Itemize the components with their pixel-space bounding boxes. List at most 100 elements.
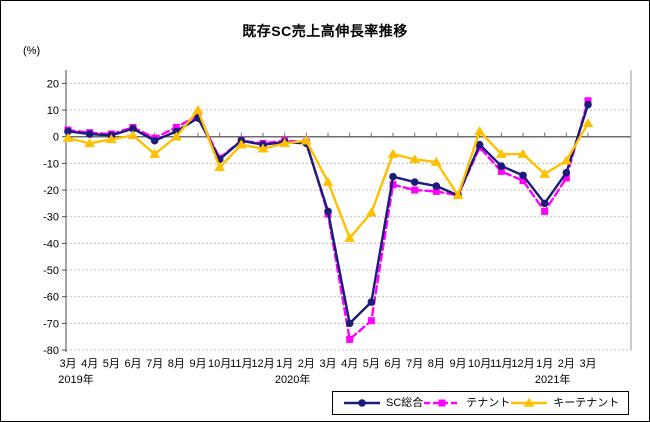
x-tick-label: 11月 xyxy=(230,358,252,370)
x-tick-label: 4月 xyxy=(81,358,98,370)
square-marker xyxy=(432,187,440,195)
y-tick-label: -10 xyxy=(43,158,59,170)
triangle-marker xyxy=(322,176,334,186)
triangle-marker xyxy=(84,138,96,148)
x-tick-label: 9月 xyxy=(449,358,466,370)
square-marker xyxy=(541,207,549,215)
square-marker xyxy=(172,123,180,131)
x-tick-label: 8月 xyxy=(168,358,185,370)
chart-title: 既存SC売上高伸長率推移 xyxy=(242,23,408,39)
circle-marker xyxy=(358,399,366,407)
x-tick-label: 4月 xyxy=(341,358,358,370)
legend-item-tenant: テナント xyxy=(423,397,510,409)
legend-label-key-tenant: キーテナント xyxy=(553,396,620,409)
circle-marker xyxy=(64,127,72,136)
square-marker xyxy=(584,97,592,105)
y-tick-label: -70 xyxy=(43,318,59,330)
y-tick-label: -30 xyxy=(43,212,59,224)
circle-marker xyxy=(410,178,419,186)
x-tick-label: 7月 xyxy=(146,358,163,370)
triangle-marker xyxy=(523,397,535,407)
x-year-label: 2020年 xyxy=(275,372,310,386)
x-tick-label: 6月 xyxy=(124,358,141,370)
triangle-marker xyxy=(344,232,356,242)
x-tick-label: 2月 xyxy=(298,358,315,370)
circle-marker xyxy=(150,136,159,145)
triangle-marker xyxy=(62,132,74,142)
square-marker xyxy=(562,174,570,182)
x-tick-label: 3月 xyxy=(579,358,596,370)
circle-marker xyxy=(497,162,506,170)
square-marker xyxy=(389,181,397,189)
x-tick-label: 5月 xyxy=(363,358,380,370)
square-marker xyxy=(346,335,354,343)
circle-marker xyxy=(367,298,376,306)
x-tick-label: 3月 xyxy=(59,358,76,370)
y-tick-label: -50 xyxy=(43,265,59,277)
triangle-marker xyxy=(409,154,421,164)
triangle-marker xyxy=(257,143,269,153)
triangle-marker xyxy=(170,131,182,141)
triangle-marker xyxy=(149,148,161,158)
triangle-marker xyxy=(105,134,117,144)
x-year-label: 2021年 xyxy=(535,372,570,386)
y-tick-label: 0 xyxy=(53,132,59,144)
circle-marker xyxy=(324,207,332,216)
circle-marker xyxy=(540,199,549,208)
triangle-marker xyxy=(430,156,442,166)
square-marker xyxy=(411,186,419,194)
circle-marker xyxy=(475,140,484,149)
triangle-marker xyxy=(387,148,399,158)
triangle-marker xyxy=(474,126,486,136)
x-tick-label: 7月 xyxy=(406,358,423,370)
circle-marker xyxy=(345,319,354,328)
x-tick-label: 12月 xyxy=(251,358,274,370)
circle-marker xyxy=(129,124,137,133)
triangle-marker xyxy=(365,207,377,217)
square-marker xyxy=(438,399,446,407)
legend-label-tenant: テナント xyxy=(466,396,511,409)
circle-marker xyxy=(584,100,592,109)
square-marker xyxy=(367,317,375,325)
x-tick-label: 10月 xyxy=(468,358,491,370)
y-tick-label: -40 xyxy=(43,238,59,250)
x-tick-label: 9月 xyxy=(189,358,206,370)
triangle-marker xyxy=(214,162,226,172)
triangle-marker xyxy=(192,104,204,114)
triangle-marker xyxy=(127,130,139,140)
x-tick-label: 8月 xyxy=(428,358,445,370)
triangle-marker xyxy=(300,135,312,145)
x-tick-label: 1月 xyxy=(276,358,293,370)
triangle-marker xyxy=(452,190,464,200)
triangle-marker xyxy=(279,138,291,148)
y-tick-label: -80 xyxy=(43,345,59,357)
triangle-marker xyxy=(582,118,594,128)
sc-total-line-swatch-icon xyxy=(344,399,380,407)
x-tick-label: 5月 xyxy=(103,358,120,370)
triangle-marker xyxy=(560,155,572,165)
legend-item-key-tenant: キーテナント xyxy=(510,397,619,409)
square-marker xyxy=(497,167,505,175)
x-year-label: 2019年 xyxy=(58,372,93,386)
legend-label-sc-total: SC総合 xyxy=(386,396,424,409)
tenant-line-swatch-icon xyxy=(424,399,461,407)
legend: SC総合 テナント キーテナント xyxy=(332,391,629,415)
triangle-marker xyxy=(495,148,507,158)
circle-marker xyxy=(389,172,397,181)
x-tick-label: 2月 xyxy=(558,358,575,370)
circle-marker xyxy=(85,130,94,138)
x-tick-label: 10月 xyxy=(208,358,231,370)
circle-marker xyxy=(562,168,571,177)
x-tick-label: 6月 xyxy=(384,358,401,370)
x-tick-label: 11月 xyxy=(490,358,512,370)
square-marker xyxy=(519,177,527,185)
x-tick-label: 3月 xyxy=(319,358,336,370)
triangle-marker xyxy=(235,139,247,149)
circle-marker xyxy=(432,182,441,190)
y-tick-label: 20 xyxy=(47,78,59,90)
y-tick-label: 10 xyxy=(47,105,59,117)
x-tick-label: 1月 xyxy=(536,358,553,370)
y-tick-label: -60 xyxy=(43,292,59,304)
